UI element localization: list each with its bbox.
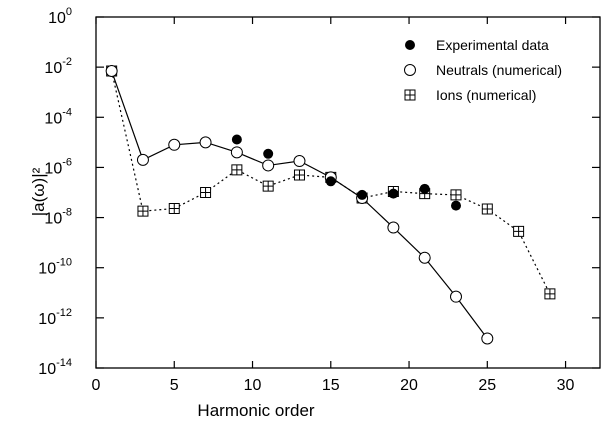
data-point (544, 288, 556, 300)
data-point (136, 153, 149, 166)
data-point (200, 187, 212, 198)
y-tick-base: 10 (38, 311, 56, 328)
legend-label: Ions (numerical) (436, 87, 536, 103)
y-tick-label: 10-8 (44, 207, 72, 228)
y-tick-exponent: -2 (62, 56, 72, 68)
y-tick-base: 10 (44, 211, 62, 228)
y-tick-base: 10 (38, 261, 56, 278)
data-point (404, 89, 416, 101)
data-point (230, 146, 243, 159)
y-tick-exponent: 0 (66, 6, 72, 18)
y-tick-base: 10 (44, 60, 62, 77)
data-point (293, 155, 306, 168)
data-point (451, 200, 461, 211)
y-tick-label: 100 (48, 6, 72, 27)
y-tick-label: 10-14 (38, 357, 72, 378)
y-tick-base: 10 (38, 361, 56, 378)
y-tick-exponent: -14 (56, 357, 72, 369)
data-point (419, 183, 430, 194)
y-axis-label: |a(ω)|² (29, 167, 48, 216)
x-tick-label: 20 (400, 377, 418, 394)
y-tick-label: 10-4 (44, 106, 72, 127)
y-tick-exponent: -12 (56, 307, 72, 319)
data-point (105, 65, 118, 78)
x-tick-label: 15 (322, 377, 340, 394)
series-line (111, 70, 488, 339)
x-tick-label: 30 (557, 377, 575, 394)
x-tick-label: 10 (244, 377, 262, 394)
y-tick-base: 10 (44, 110, 62, 127)
y-tick-base: 10 (44, 160, 62, 177)
data-point (481, 203, 493, 215)
plot-frame (95, 16, 601, 369)
data-point (168, 203, 180, 215)
data-point (231, 134, 242, 145)
y-tick-label: 10-10 (38, 257, 72, 278)
data-point (262, 180, 274, 192)
data-point (450, 189, 462, 201)
data-point (357, 189, 368, 200)
data-point (199, 136, 212, 149)
data-point (450, 290, 462, 303)
legend-label: Experimental data (436, 37, 549, 53)
data-point (481, 332, 494, 345)
x-axis-label: Harmonic order (197, 401, 314, 420)
series-line (111, 70, 551, 295)
data-point (418, 251, 431, 264)
data-point (262, 159, 275, 172)
data-point (168, 138, 181, 151)
x-tick-label: 5 (170, 377, 179, 394)
y-tick-label: 10-12 (38, 307, 72, 328)
data-point (293, 169, 305, 181)
y-tick-exponent: -8 (62, 207, 72, 219)
data-point (325, 176, 336, 187)
data-point (388, 188, 399, 199)
data-point (231, 164, 243, 176)
data-point (513, 225, 525, 237)
y-tick-label: 10-6 (44, 156, 72, 177)
legend-label: Neutrals (numerical) (436, 62, 562, 78)
data-point (263, 148, 274, 159)
data-point (387, 221, 400, 234)
y-tick-base: 10 (48, 10, 66, 27)
x-tick-label: 0 (92, 377, 101, 394)
data-point (137, 205, 149, 217)
y-tick-label: 10-2 (44, 56, 72, 77)
data-point (405, 40, 415, 50)
y-tick-exponent: -6 (62, 156, 72, 168)
y-tick-exponent: -10 (56, 257, 72, 269)
x-tick-label: 25 (478, 377, 496, 394)
y-tick-exponent: -4 (62, 106, 72, 118)
data-point (404, 64, 416, 76)
